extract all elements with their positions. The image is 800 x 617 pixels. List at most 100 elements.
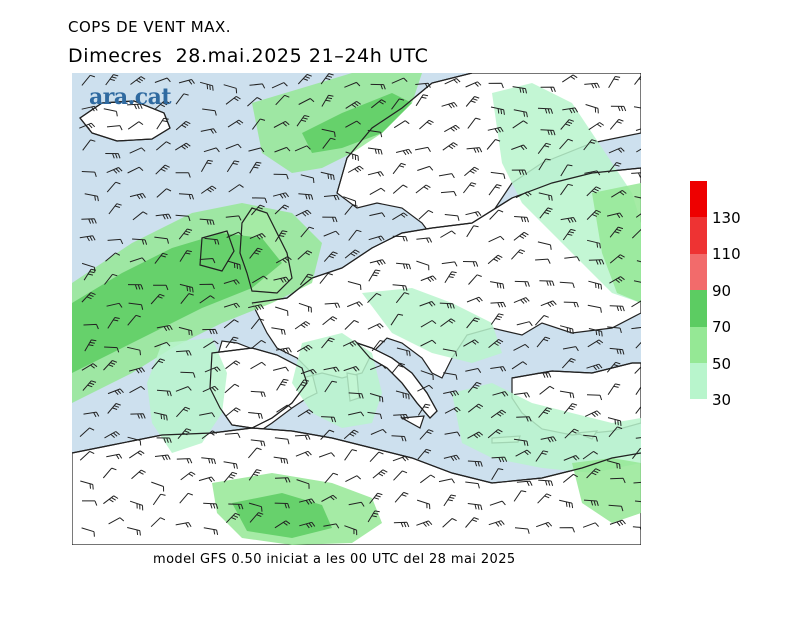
gust-zone-levant xyxy=(572,458,641,523)
wind-barb xyxy=(467,503,483,511)
wind-barb xyxy=(178,79,195,85)
wind-barb xyxy=(415,146,431,152)
wind-barb xyxy=(583,139,597,151)
wind-barb xyxy=(512,86,527,94)
wind-barb xyxy=(536,521,553,528)
wind-barb xyxy=(203,502,219,509)
wind-barb xyxy=(201,457,216,465)
wind-barb xyxy=(131,469,146,480)
wind-barb xyxy=(535,258,551,264)
wind-barb xyxy=(534,315,549,326)
wind-barb xyxy=(226,231,243,238)
wind-barb xyxy=(535,450,549,462)
wind-barb xyxy=(251,197,268,203)
wind-barb xyxy=(321,494,338,502)
wind-barb xyxy=(513,231,529,241)
wind-barb xyxy=(152,493,166,506)
wind-barb xyxy=(608,162,622,174)
aracat-logo: ara.cat xyxy=(89,84,172,110)
wind-barb xyxy=(275,306,289,316)
wind-barb xyxy=(369,187,386,196)
wind-barb xyxy=(323,523,340,529)
wind-barb xyxy=(583,434,598,442)
model-footer: model GFS 0.50 iniciat a les 00 UTC del … xyxy=(153,552,516,567)
wind-barb xyxy=(586,239,601,249)
wind-barb xyxy=(371,340,385,352)
gust-zone-aegean xyxy=(452,383,641,473)
wind-barb xyxy=(249,161,262,174)
wind-barb xyxy=(178,326,193,336)
wind-barb xyxy=(370,428,387,435)
wind-barb xyxy=(442,518,457,528)
wind-barb xyxy=(393,414,409,420)
wind-barb xyxy=(294,434,311,441)
wind-barb xyxy=(444,78,461,85)
wind-barb xyxy=(515,449,532,457)
wind-barb xyxy=(102,467,117,479)
wind-barb xyxy=(179,283,194,293)
wind-barb xyxy=(631,172,641,178)
wind-barb xyxy=(588,280,602,290)
wind-barb xyxy=(463,182,477,194)
wind-barb xyxy=(321,128,336,138)
wind-barb xyxy=(178,193,194,200)
wind-barb xyxy=(83,323,99,330)
wind-barb xyxy=(537,493,552,504)
wind-barb xyxy=(559,499,574,509)
wind-barb xyxy=(367,510,380,523)
wind-barb xyxy=(103,360,118,371)
wind-barb xyxy=(107,317,120,329)
wind-barb xyxy=(559,281,575,289)
wind-barb xyxy=(608,147,625,154)
wind-barb xyxy=(81,527,95,537)
wind-barb xyxy=(635,405,641,414)
wind-barb xyxy=(513,490,527,502)
wind-barb xyxy=(296,344,313,353)
wind-barb xyxy=(489,209,504,220)
wind-barb xyxy=(560,217,577,224)
wind-barb xyxy=(636,148,641,153)
wind-barb xyxy=(512,120,528,129)
wind-barb xyxy=(444,406,461,414)
wind-barb xyxy=(466,296,483,303)
wind-barb xyxy=(370,99,387,109)
wind-barb xyxy=(345,151,359,161)
wind-barb xyxy=(609,305,625,312)
wind-barb xyxy=(105,153,121,159)
wind-barb xyxy=(202,328,218,335)
wind-barb xyxy=(419,429,434,440)
wind-barb xyxy=(127,103,143,110)
wind-barb xyxy=(344,204,358,216)
wind-barb xyxy=(249,83,266,89)
wind-barb xyxy=(391,435,407,442)
wind-barb xyxy=(444,271,457,284)
wind-barb xyxy=(369,393,384,403)
wind-barb xyxy=(419,301,436,307)
wind-barb xyxy=(562,228,576,241)
wind-barb xyxy=(539,280,555,286)
wind-barb xyxy=(175,522,192,528)
wind-barb xyxy=(175,120,191,131)
wind-barb xyxy=(439,302,455,309)
wind-barb xyxy=(586,394,603,401)
wind-barb xyxy=(516,480,533,487)
wind-barb xyxy=(249,247,263,259)
wind-barb xyxy=(489,500,506,506)
wind-barb xyxy=(367,323,384,330)
wind-barb xyxy=(586,468,601,479)
wind-barb xyxy=(250,339,266,349)
wind-barb xyxy=(348,392,364,399)
wind-barb xyxy=(347,301,363,308)
wind-barb xyxy=(606,460,621,470)
wind-barb xyxy=(156,117,169,130)
wind-barb xyxy=(176,406,191,418)
wind-barb xyxy=(442,142,458,151)
wind-barb xyxy=(132,211,148,221)
wind-barb xyxy=(300,226,315,238)
wind-barb xyxy=(563,455,580,461)
wind-barb xyxy=(276,378,289,391)
wind-gust-map: ara.cat xyxy=(72,73,641,545)
wind-barb xyxy=(559,390,575,399)
wind-barb xyxy=(396,262,411,270)
wind-barb xyxy=(128,302,144,310)
